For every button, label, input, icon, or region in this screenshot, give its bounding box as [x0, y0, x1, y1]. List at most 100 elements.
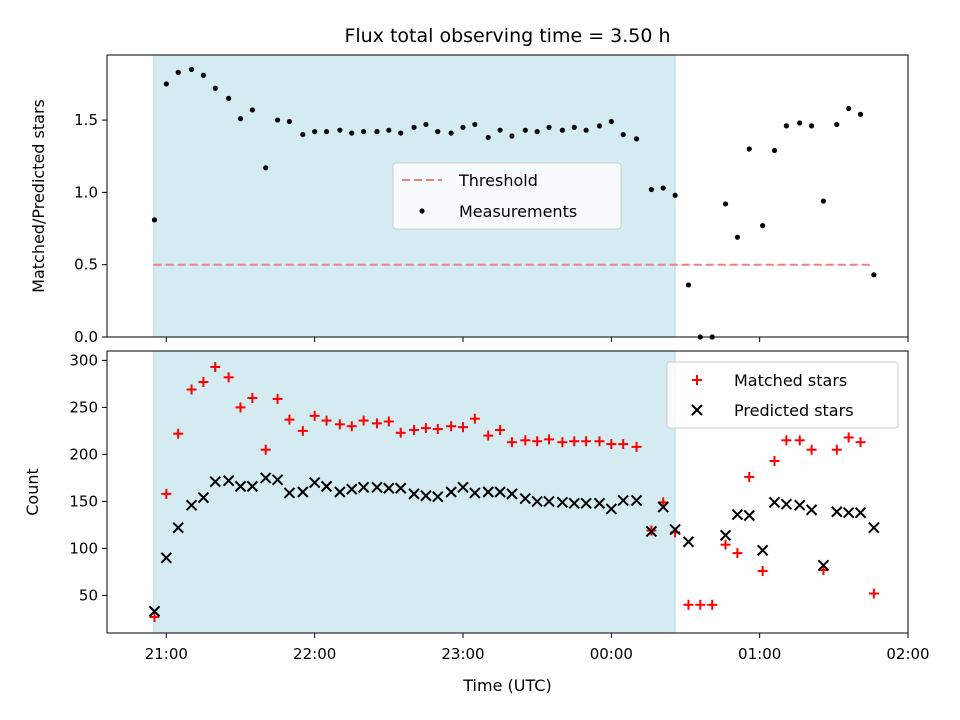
- bottom-y-tick-label: 300: [69, 351, 98, 369]
- predicted-star-point: [260, 472, 272, 484]
- matched-star-point: [321, 415, 332, 426]
- predicted-star-point: [160, 552, 173, 564]
- measurement-point: [734, 234, 741, 240]
- chart-title: Flux total observing time = 3.50 h: [344, 25, 670, 47]
- predicted-star-point: [780, 498, 793, 510]
- measurement-point: [337, 127, 343, 133]
- legend-predicted-label: Predicted stars: [734, 401, 854, 420]
- measurement-point: [834, 121, 840, 128]
- matched-star-point: [432, 424, 443, 435]
- measurement-point: [846, 105, 852, 112]
- matched-star-point: [284, 414, 295, 425]
- measurement-point: [386, 127, 392, 133]
- top-legend: Threshold Measurements: [392, 162, 622, 230]
- bottom-y-tick-label: 100: [69, 539, 98, 557]
- predicted-star-point: [469, 487, 481, 499]
- measurement-point: [349, 130, 355, 136]
- top-y-tick-label: 0.0: [74, 328, 98, 346]
- measurement-point: [423, 121, 429, 128]
- matched-star-point: [483, 430, 494, 441]
- x-tick-label: 00:00: [590, 645, 633, 663]
- x-tick-label: 01:00: [738, 645, 781, 663]
- predicted-star-point: [568, 497, 580, 509]
- predicted-star-point: [506, 488, 518, 500]
- measurement-point: [300, 131, 306, 138]
- matched-star-point: [223, 372, 234, 383]
- bottom-y-tick-label: 50: [79, 586, 98, 604]
- measurement-point: [522, 127, 528, 133]
- measurement-point: [226, 95, 232, 101]
- matched-star-point: [309, 410, 320, 421]
- measurement-point: [263, 165, 269, 171]
- top-y-axis-label: Matched/Predicted stars: [29, 99, 48, 293]
- matched-star-point: [297, 425, 308, 436]
- matched-star-point: [149, 612, 160, 623]
- matched-star-point: [409, 424, 420, 435]
- measurement-point: [608, 118, 614, 125]
- legend-measurements-label: Measurements: [459, 202, 577, 221]
- measurement-point: [497, 127, 503, 133]
- predicted-star-point: [371, 481, 383, 494]
- matched-star-point: [744, 471, 755, 482]
- matched-star-point: [358, 415, 369, 426]
- top-axes-frame: [106, 54, 909, 338]
- matched-star-point: [458, 422, 468, 433]
- measurement-point: [374, 129, 380, 135]
- predicted-star-point: [630, 494, 643, 507]
- predicted-star-point: [197, 491, 210, 504]
- measurement-point: [435, 129, 441, 135]
- matched-star-point: [210, 361, 221, 372]
- legend-matched-label: Matched stars: [734, 371, 847, 390]
- predicted-star-point: [657, 501, 669, 513]
- measurement-point: [820, 198, 827, 204]
- matched-star-point: [446, 421, 457, 432]
- top-y-tick-label: 0.5: [74, 256, 98, 274]
- matched-star-point: [868, 588, 879, 599]
- predicted-star-point: [817, 559, 830, 572]
- matched-star-point: [420, 423, 431, 434]
- matched-star-point: [569, 436, 580, 447]
- measurement-point: [411, 124, 417, 130]
- matched-star-point: [469, 413, 480, 424]
- predicted-star-point: [482, 486, 494, 498]
- matched-star-point: [631, 441, 642, 452]
- matched-star-point: [720, 539, 731, 550]
- predicted-star-point: [297, 486, 309, 498]
- matched-star-point: [371, 418, 382, 429]
- measurement-point: [286, 118, 293, 125]
- matched-star-point: [581, 436, 592, 447]
- measurement-point: [274, 117, 281, 123]
- x-axis-label: Time (UTC): [462, 676, 551, 695]
- matched-star-point: [683, 599, 694, 610]
- matched-star-point: [198, 377, 209, 388]
- predicted-star-point: [185, 499, 198, 511]
- predicted-star-point: [234, 480, 247, 493]
- measurement-point: [163, 81, 169, 87]
- matched-star-point: [495, 424, 506, 435]
- measurement-point: [361, 129, 367, 135]
- measurement-point: [685, 282, 692, 288]
- predicted-star-point: [768, 496, 781, 509]
- measurement-point: [722, 201, 729, 207]
- measurement-point: [460, 124, 466, 130]
- predicted-star-point: [394, 482, 407, 494]
- predicted-star-point: [854, 506, 867, 519]
- x-tick-label: 02:00: [886, 645, 929, 663]
- predicted-star-point: [682, 536, 695, 548]
- measurement-point: [509, 133, 515, 139]
- predicted-star-point: [719, 529, 732, 541]
- count-points: [148, 361, 880, 623]
- measurement-point: [672, 192, 678, 198]
- measurement-point: [559, 127, 565, 133]
- predicted-star-point: [756, 544, 769, 556]
- bottom-y-tick-label: 150: [69, 492, 98, 510]
- measurement-point: [583, 127, 589, 133]
- measurement-point: [398, 130, 404, 136]
- measurement-point: [188, 66, 195, 73]
- predicted-star-point: [408, 488, 420, 500]
- measurement-point: [660, 185, 666, 191]
- measurement-point: [633, 136, 640, 142]
- predicted-star-point: [743, 509, 755, 522]
- measurement-point: [151, 217, 158, 223]
- measurement-point: [249, 107, 255, 113]
